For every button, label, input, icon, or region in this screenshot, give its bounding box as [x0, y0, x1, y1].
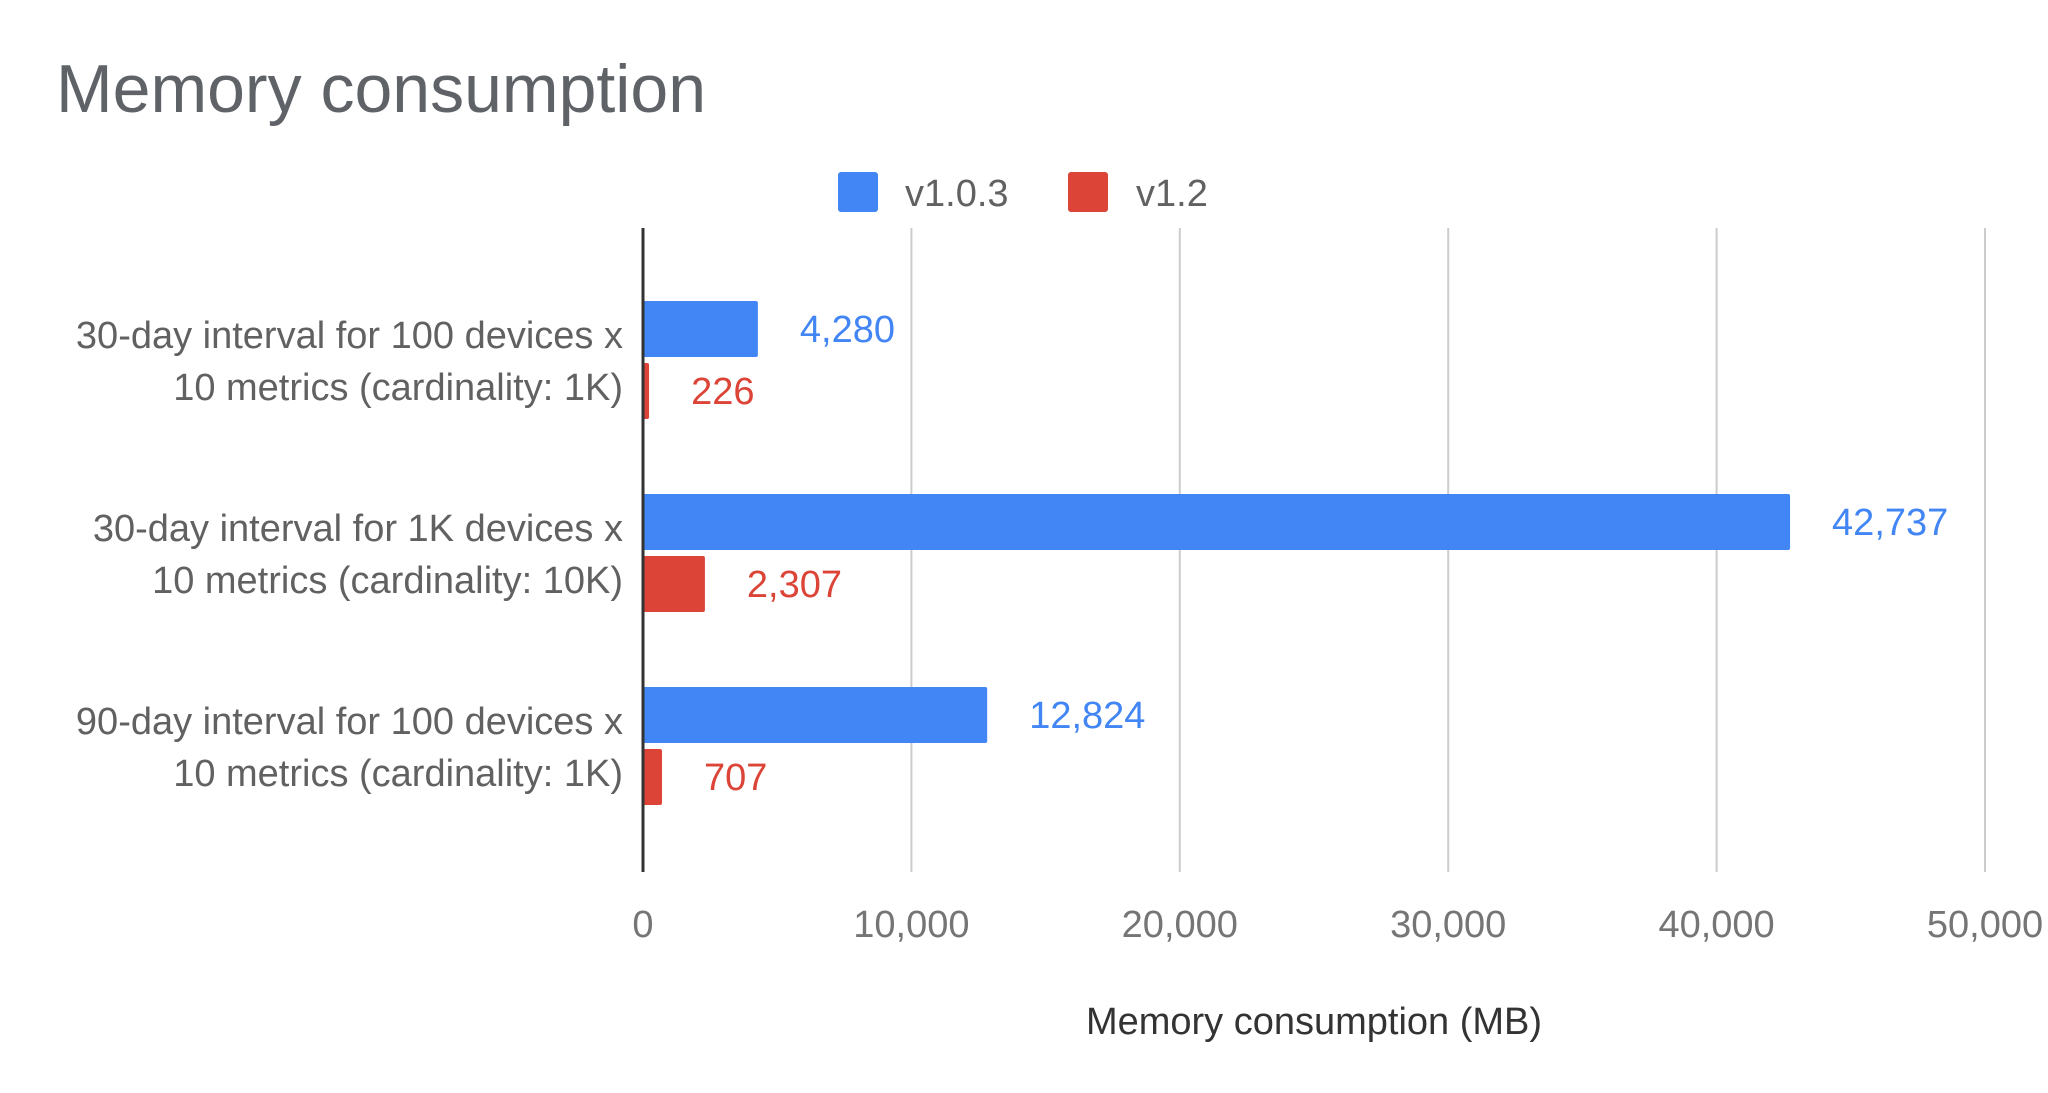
x-axis-title: Memory consumption (MB)	[1086, 1001, 1542, 1043]
x-tick-label: 50,000	[1927, 904, 2043, 946]
y-category-label: 30-day interval for 1K devices x 10 metri…	[93, 508, 623, 602]
data-label: 226	[691, 371, 754, 413]
data-label: 42,737	[1832, 502, 1948, 544]
legend-label: v1.2	[1136, 173, 1208, 215]
bar	[643, 301, 758, 357]
x-tick-label: 40,000	[1658, 904, 1774, 946]
x-tick-label: 30,000	[1390, 904, 1506, 946]
x-tick-label: 20,000	[1122, 904, 1238, 946]
x-tick-label: 10,000	[853, 904, 969, 946]
data-label: 2,307	[747, 564, 842, 606]
legend-label: v1.0.3	[905, 173, 1009, 215]
x-tick-label: 0	[632, 904, 653, 946]
bar	[643, 687, 988, 743]
chart-title: Memory consumption	[56, 51, 707, 127]
bar	[643, 363, 650, 419]
legend-swatch	[838, 172, 878, 212]
bar	[643, 494, 1791, 550]
bar	[643, 556, 705, 612]
y-category-label: 30-day interval for 100 devices x 10 metr…	[76, 315, 623, 409]
y-category-label: 90-day interval for 100 devices x 10 metr…	[76, 701, 623, 795]
legend-swatch	[1068, 172, 1108, 212]
data-label: 707	[704, 757, 767, 799]
data-label: 4,280	[800, 309, 895, 351]
data-label: 12,824	[1029, 695, 1145, 737]
bar	[643, 749, 662, 805]
